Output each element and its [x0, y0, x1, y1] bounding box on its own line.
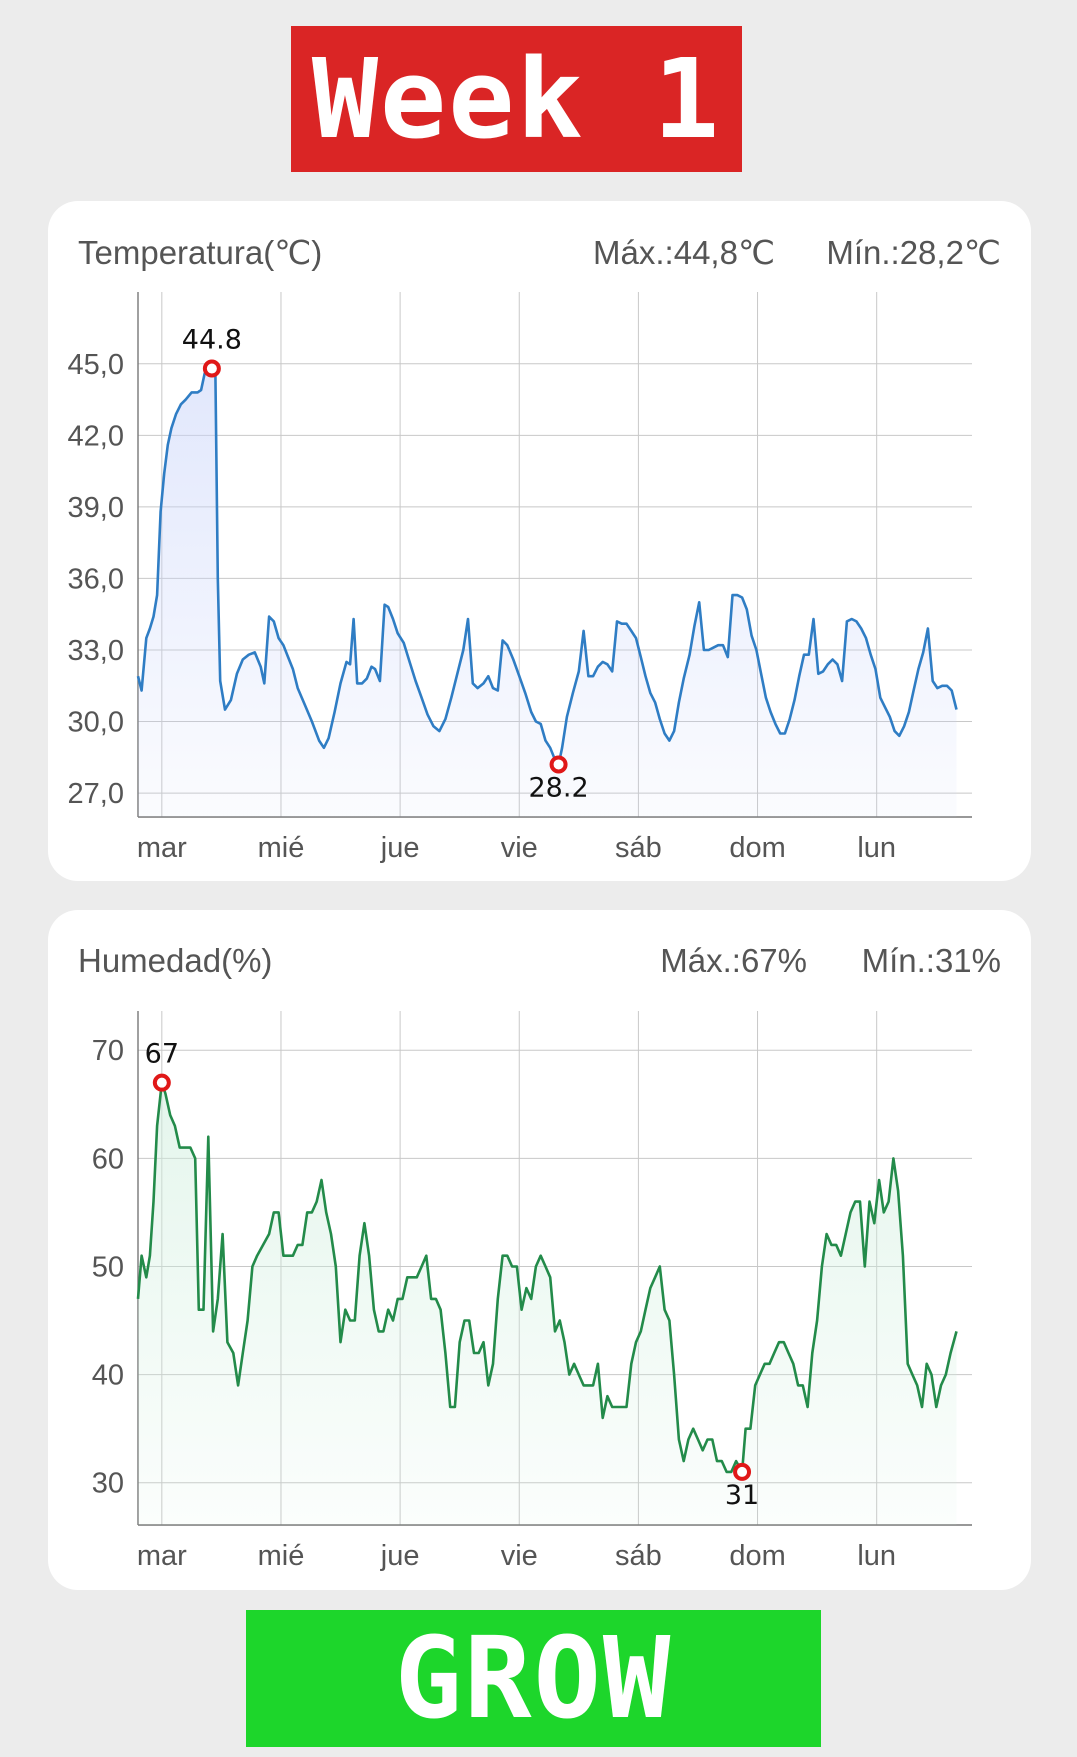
hum-xtick-label: mié: [258, 1540, 305, 1572]
temperature-chart: 27,0 30,0 33,0 36,0 39,0 42,0 45,0 mar mié jue vie…: [68, 292, 972, 864]
temp-ytick-label: 42,0: [68, 420, 124, 452]
hum-area: [138, 1082, 957, 1525]
week-banner-text: Week 1: [311, 35, 722, 163]
hum-min-label: 31: [725, 1480, 759, 1511]
humidity-title: Humedad(%): [78, 942, 273, 979]
temperature-card: Temperatura(℃) Máx.:44,8℃ Mín.:28,2℃ 27,…: [48, 201, 1031, 881]
temp-area: [138, 368, 957, 817]
temperature-title: Temperatura(℃): [78, 234, 323, 271]
hum-series-line: [136, 1081, 958, 1474]
temp-xtick-label: mié: [258, 832, 305, 864]
temperature-max: Máx.:44,8℃: [593, 234, 775, 271]
temp-xtick-label: sáb: [615, 832, 662, 864]
humidity-card: Humedad(%) Máx.:67% Mín.:31% 30 40 50 60 70 m…: [48, 910, 1031, 1590]
temp-ytick-label: 30,0: [68, 707, 124, 739]
hum-ytick-label: 50: [92, 1251, 124, 1283]
temp-ytick-label: 33,0: [68, 635, 124, 667]
hum-ytick-label: 70: [92, 1035, 124, 1067]
temp-xtick-label: vie: [501, 832, 538, 864]
hum-xtick-label: mar: [137, 1540, 187, 1572]
temp-ytick-label: 36,0: [68, 563, 124, 595]
temp-min-marker: [549, 755, 568, 774]
hum-ytick-label: 40: [92, 1360, 124, 1392]
hum-xtick-label: lun: [857, 1540, 896, 1572]
hum-xtick-label: sáb: [615, 1540, 662, 1572]
temp-max-label: 44.8: [182, 325, 242, 356]
temp-ytick-label: 39,0: [68, 492, 124, 524]
hum-ytick-label: 60: [92, 1143, 124, 1175]
hum-xtick-label: jue: [380, 1540, 420, 1572]
temp-xtick-label: lun: [857, 832, 896, 864]
hum-ytick-label: 30: [92, 1468, 124, 1500]
grow-banner: GROW: [246, 1610, 821, 1747]
temperature-min: Mín.:28,2℃: [826, 234, 1001, 271]
temp-xtick-label: jue: [380, 832, 420, 864]
hum-xtick-label: vie: [501, 1540, 538, 1572]
temp-ytick-label: 45,0: [68, 349, 124, 381]
temp-min-label: 28.2: [529, 772, 589, 803]
hum-max-marker: [152, 1073, 171, 1092]
temp-ytick-label: 27,0: [68, 778, 124, 810]
grow-banner-text: GROW: [394, 1613, 673, 1744]
humidity-min: Mín.:31%: [861, 942, 1001, 979]
temp-xtick-label: dom: [729, 832, 785, 864]
humidity-max: Máx.:67%: [660, 942, 807, 979]
week-banner: Week 1: [291, 26, 742, 172]
temp-xtick-label: mar: [137, 832, 187, 864]
temp-max-marker: [202, 359, 221, 378]
hum-max-label: 67: [145, 1039, 179, 1070]
hum-xtick-label: dom: [729, 1540, 785, 1572]
hum-min-marker: [733, 1462, 752, 1481]
humidity-chart: 30 40 50 60 70 mar mié jue vie sáb dom lun 67 31: [92, 1011, 972, 1572]
